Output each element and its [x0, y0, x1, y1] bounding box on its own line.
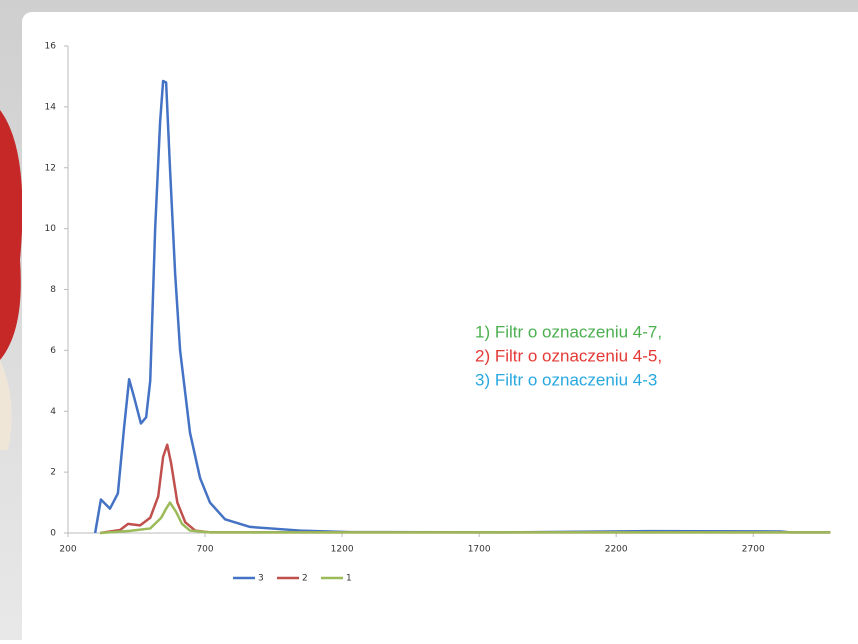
- y-tick-label: 8: [50, 285, 56, 295]
- y-tick-label: 4: [50, 407, 56, 417]
- annotation: 2) Filtr o oznaczeniu 4-5,: [475, 346, 662, 365]
- screenshot: 0 2 4 6 8 10 12 14 16 200 700 1200 1700 2200 2700 3 2 1 1)…: [0, 0, 858, 640]
- chart-panel: [22, 12, 858, 640]
- legend-label: 1: [346, 574, 352, 584]
- y-tick-label: 14: [45, 102, 57, 112]
- x-tick-label: 1200: [331, 545, 354, 555]
- y-tick-label: 10: [45, 224, 57, 234]
- legend-label: 2: [302, 574, 308, 584]
- annotation: 1) Filtr o oznaczeniu 4-7,: [475, 322, 662, 341]
- x-tick-label: 200: [59, 545, 76, 555]
- legend-label: 3: [258, 574, 264, 584]
- annotation: 3) Filtr o oznaczeniu 4-3: [475, 370, 657, 389]
- y-tick-label: 0: [50, 529, 56, 539]
- x-tick-label: 1700: [468, 545, 491, 555]
- x-tick-label: 700: [196, 545, 213, 555]
- y-tick-label: 16: [45, 42, 57, 52]
- y-tick-label: 12: [45, 163, 56, 173]
- y-tick-label: 6: [50, 346, 56, 356]
- y-tick-label: 2: [50, 468, 56, 478]
- x-tick-label: 2700: [742, 545, 765, 555]
- x-tick-label: 2200: [605, 545, 628, 555]
